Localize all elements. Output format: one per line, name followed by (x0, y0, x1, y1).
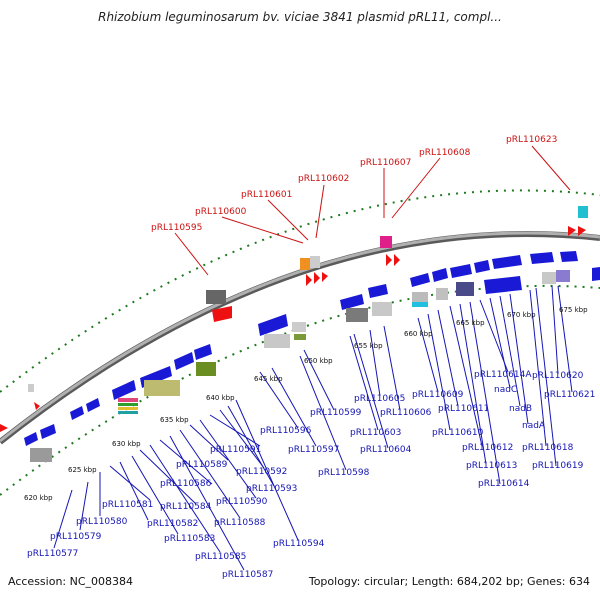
gene-label[interactable]: pRL110587 (222, 570, 273, 580)
tick-label: 665 kbp (456, 319, 485, 327)
tick-label: 660 kbp (404, 330, 433, 338)
gene-label[interactable]: pRL110577 (27, 549, 78, 559)
gene-label[interactable]: pRL110610 (432, 428, 484, 438)
tick-label: 635 kbp (160, 416, 189, 424)
gene-label[interactable]: pRL110609 (412, 390, 464, 400)
gene-label[interactable]: pRL110599 (310, 408, 362, 418)
gene-label[interactable]: pRL110586 (160, 479, 212, 489)
gene-label[interactable]: pRL110618 (522, 443, 574, 453)
gene-label[interactable]: pRL110623 (506, 135, 557, 145)
gene-label[interactable]: pRL110603 (350, 428, 401, 438)
gene-label[interactable]: pRL110606 (380, 408, 432, 418)
gene-label[interactable]: nadC (494, 385, 517, 395)
gene-label[interactable]: pRL110591 (210, 445, 261, 455)
gene-label[interactable]: pRL110589 (176, 460, 228, 470)
gene-label[interactable]: pRL110614A (474, 370, 532, 380)
accession-label: Accession: NC_008384 (8, 575, 134, 588)
gene-label[interactable]: pRL110619 (532, 461, 584, 471)
gene-label[interactable]: pRL110597 (288, 445, 339, 455)
gene-label[interactable]: pRL110608 (419, 148, 471, 158)
inner-leaders (53, 285, 573, 571)
position-ticks: 620 kbp 625 kbp 630 kbp 635 kbp 640 kbp … (24, 306, 588, 502)
map-title: Rhizobium leguminosarum bv. viciae 3841 … (98, 10, 502, 24)
backbone (0, 231, 600, 443)
gene-label[interactable]: pRL110593 (246, 484, 297, 494)
gene-label[interactable]: pRL110602 (298, 174, 349, 184)
tick-label: 645 kbp (254, 375, 283, 383)
gene-label[interactable]: pRL110580 (76, 517, 128, 527)
gene-label[interactable]: pRL110588 (214, 518, 266, 528)
outer-gene-labels: pRL110595 pRL110600 pRL110601 pRL110602 … (151, 135, 557, 233)
gene-label[interactable]: pRL110612 (462, 443, 513, 453)
outer-leaders (174, 145, 571, 276)
outer-track-dots (0, 189, 600, 393)
gene-label[interactable]: pRL110613 (466, 461, 517, 471)
tick-label: 650 kbp (304, 357, 333, 365)
gene-label[interactable]: nadA (522, 421, 546, 431)
gene-label[interactable]: pRL110601 (241, 190, 292, 200)
gene-label[interactable]: pRL110620 (532, 371, 584, 381)
gene-label[interactable]: pRL110607 (360, 158, 411, 168)
tick-label: 670 kbp (507, 311, 536, 319)
gene-label[interactable]: pRL110590 (216, 497, 268, 507)
gene-label[interactable]: pRL110621 (544, 390, 595, 400)
gene-label[interactable]: pRL110585 (195, 552, 246, 562)
tick-label: 625 kbp (68, 466, 97, 474)
gene-label[interactable]: pRL110592 (236, 467, 287, 477)
gene-label[interactable]: pRL110598 (318, 468, 370, 478)
gene-label[interactable]: pRL110604 (360, 445, 412, 455)
gene-label[interactable]: pRL110584 (160, 502, 212, 512)
tick-label: 675 kbp (559, 306, 588, 314)
gene-label[interactable]: pRL110611 (438, 404, 489, 414)
gene-label[interactable]: pRL110581 (102, 500, 153, 510)
gene-label[interactable]: pRL110594 (273, 539, 325, 549)
tick-label: 630 kbp (112, 440, 141, 448)
reverse-genes (0, 206, 588, 432)
tick-label: 655 kbp (354, 342, 383, 350)
topology-summary: Topology: circular; Length: 684,202 bp; … (308, 575, 590, 588)
gene-label[interactable]: pRL110595 (151, 223, 202, 233)
gene-label[interactable]: pRL110614 (478, 479, 530, 489)
gene-label[interactable]: pRL110582 (147, 519, 198, 529)
gene-label[interactable]: pRL110605 (354, 394, 405, 404)
gene-label[interactable]: nadB (509, 404, 532, 414)
gene-label[interactable]: pRL110600 (195, 207, 247, 217)
gene-label[interactable]: pRL110583 (164, 534, 215, 544)
gene-label[interactable]: pRL110579 (50, 532, 102, 542)
feature-blocks (30, 270, 570, 462)
tick-label: 640 kbp (206, 394, 235, 402)
tick-label: 620 kbp (24, 494, 53, 502)
inner-gene-labels: pRL110577 pRL110579 pRL110580 pRL110581 … (27, 370, 595, 580)
gene-label[interactable]: pRL110596 (260, 426, 312, 436)
